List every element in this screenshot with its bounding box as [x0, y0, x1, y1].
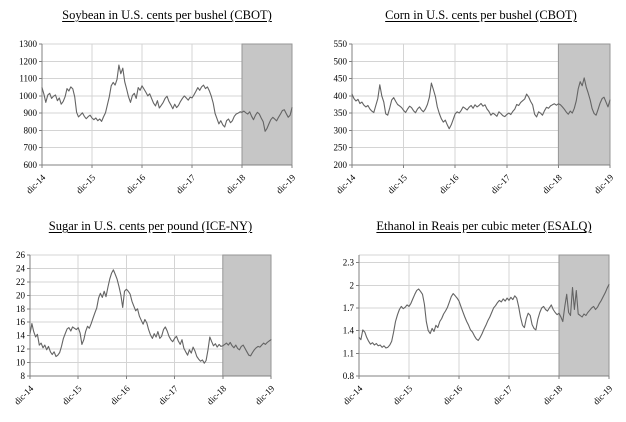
svg-text:250: 250	[334, 143, 348, 153]
price-line-corn	[351, 77, 611, 130]
forecast-shade-region-ethanol	[558, 254, 610, 377]
svg-text:550: 550	[334, 39, 348, 49]
svg-text:400: 400	[334, 91, 348, 101]
svg-text:dic-14: dic-14	[12, 383, 36, 407]
chart-title-ethanol: Ethanol in Reais per cubic meter (ESALQ)	[376, 219, 592, 233]
svg-text:dic-18: dic-18	[205, 383, 229, 407]
x-axis-labels: dic-14 dic-15 dic-16 dic-17 dic-18 dic-19	[24, 172, 298, 196]
svg-text:dic-14: dic-14	[334, 172, 358, 196]
svg-text:dic-15: dic-15	[391, 383, 415, 407]
svg-text:700: 700	[24, 143, 38, 153]
svg-text:16: 16	[16, 317, 26, 327]
svg-text:18: 18	[16, 304, 26, 314]
svg-text:dic-16: dic-16	[124, 172, 148, 196]
chart-svg-soybean: 600 700 800 900 1000 1100 1200 1300 dic-14 dic-15…	[19, 39, 298, 196]
forecast-shade-region-sugar	[222, 254, 272, 377]
svg-text:1.7: 1.7	[343, 303, 355, 313]
svg-text:dic-19: dic-19	[274, 172, 298, 196]
svg-text:dic-18: dic-18	[540, 172, 564, 196]
svg-text:dic-19: dic-19	[253, 383, 277, 407]
svg-text:dic-16: dic-16	[437, 172, 461, 196]
svg-text:dic-19: dic-19	[592, 172, 616, 196]
price-line-soybean	[41, 64, 293, 132]
svg-text:26: 26	[16, 250, 26, 260]
axes	[349, 43, 611, 168]
axes	[27, 254, 272, 379]
svg-text:800: 800	[24, 125, 38, 135]
svg-text:dic-17: dic-17	[157, 383, 181, 407]
forecast-shade-region-corn	[557, 43, 611, 166]
svg-text:dic-17: dic-17	[489, 172, 513, 196]
svg-text:1.4: 1.4	[343, 326, 355, 336]
svg-text:500: 500	[334, 56, 348, 66]
svg-text:1.1: 1.1	[343, 348, 354, 358]
svg-text:20: 20	[16, 290, 26, 300]
axes	[39, 43, 293, 168]
chart-panel-sugar: Sugar in U.S. cents per pound (ICE-NY) 8…	[0, 211, 313, 422]
svg-text:200: 200	[334, 160, 348, 170]
svg-text:12: 12	[16, 344, 25, 354]
svg-text:8: 8	[21, 371, 26, 381]
svg-text:600: 600	[24, 160, 38, 170]
chart-panel-soybean: Soybean in U.S. cents per bushel (CBOT) …	[0, 0, 313, 211]
chart-svg-ethanol: 0.8 1.1 1.4 1.7 2 2.3 dic-14 dic-15 dic-16 dic-17…	[341, 254, 615, 407]
chart-panel-ethanol: Ethanol in Reais per cubic meter (ESALQ)…	[313, 211, 626, 422]
svg-text:dic-18: dic-18	[224, 172, 248, 196]
svg-text:dic-15: dic-15	[74, 172, 98, 196]
svg-text:22: 22	[16, 277, 25, 287]
svg-text:dic-16: dic-16	[441, 383, 465, 407]
svg-text:1300: 1300	[19, 39, 38, 49]
svg-text:300: 300	[334, 125, 348, 135]
svg-text:14: 14	[16, 331, 26, 341]
svg-text:1100: 1100	[19, 74, 37, 84]
x-axis-labels: dic-14 dic-15 dic-16 dic-17 dic-18 dic-19	[341, 383, 615, 407]
chart-title-corn: Corn in U.S. cents per bushel (CBOT)	[385, 8, 577, 22]
svg-text:10: 10	[16, 358, 26, 368]
x-axis-labels: dic-14 dic-15 dic-16 dic-17 dic-18 dic-19	[334, 172, 616, 196]
svg-text:0.8: 0.8	[343, 371, 355, 381]
x-axis-labels: dic-14 dic-15 dic-16 dic-17 dic-18 dic-19	[12, 383, 277, 407]
svg-text:900: 900	[24, 108, 38, 118]
axes	[356, 255, 610, 379]
price-line-ethanol	[358, 283, 610, 349]
svg-text:350: 350	[334, 108, 348, 118]
chart-title-sugar: Sugar in U.S. cents per pound (ICE-NY)	[48, 219, 253, 233]
chart-panel-corn: Corn in U.S. cents per bushel (CBOT) 200…	[313, 0, 626, 211]
y-axis-labels: 600 700 800 900 1000 1100 1200 1300	[19, 39, 38, 170]
svg-text:2.3: 2.3	[343, 258, 355, 268]
svg-text:450: 450	[334, 74, 348, 84]
y-axis-labels: 0.8 1.1 1.4 1.7 2 2.3	[343, 258, 355, 381]
svg-text:dic-15: dic-15	[386, 172, 410, 196]
forecast-shade-region-soybean	[241, 43, 293, 166]
svg-text:dic-18: dic-18	[541, 383, 565, 407]
chart-title-soybean: Soybean in U.S. cents per bushel (CBOT)	[62, 8, 272, 22]
svg-text:dic-17: dic-17	[174, 172, 198, 196]
y-axis-labels: 8 10 12 14 16 18 20 22 24 26	[16, 250, 26, 381]
svg-text:dic-16: dic-16	[108, 383, 132, 407]
svg-text:dic-14: dic-14	[24, 172, 48, 196]
svg-text:dic-19: dic-19	[591, 383, 615, 407]
y-axis-labels: 200 250 300 350 400 450 500 550	[334, 39, 348, 170]
svg-text:dic-14: dic-14	[341, 383, 365, 407]
svg-text:1000: 1000	[19, 91, 38, 101]
svg-text:24: 24	[16, 263, 26, 273]
price-line-sugar	[29, 269, 272, 364]
svg-text:dic-17: dic-17	[491, 383, 515, 407]
svg-text:2: 2	[350, 280, 355, 290]
svg-text:1200: 1200	[19, 56, 38, 66]
svg-text:dic-15: dic-15	[60, 383, 84, 407]
